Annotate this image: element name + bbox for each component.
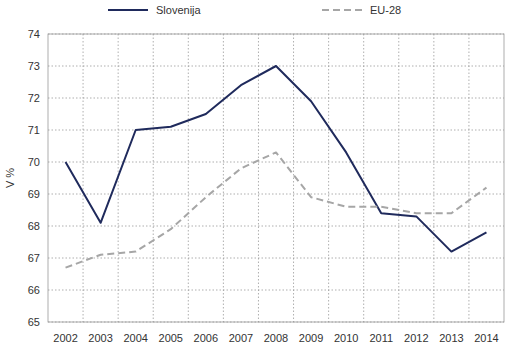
x-tick-label: 2004	[123, 332, 147, 344]
x-tick-label: 2014	[474, 332, 498, 344]
y-tick-label: 68	[28, 220, 40, 232]
legend-label: Slovenija	[156, 4, 202, 16]
x-tick-label: 2002	[53, 332, 77, 344]
x-tick-label: 2009	[299, 332, 323, 344]
grid-line	[48, 130, 504, 131]
legend-label: EU-28	[370, 4, 401, 16]
x-tick-label: 2013	[439, 332, 463, 344]
y-tick-label: 74	[28, 28, 40, 40]
grid-line-vertical	[83, 34, 84, 322]
grid-line-vertical	[188, 34, 189, 322]
legend-swatch	[108, 9, 148, 11]
y-tick-label: 73	[28, 60, 40, 72]
legend-swatch	[322, 9, 362, 11]
plot-frame	[48, 34, 504, 322]
y-tick-label: 69	[28, 188, 40, 200]
x-tick-label: 2010	[334, 332, 358, 344]
x-tick-label: 2003	[88, 332, 112, 344]
grid-line	[48, 226, 504, 227]
y-tick-label: 67	[28, 252, 40, 264]
x-tick-label: 2008	[264, 332, 288, 344]
series-line	[66, 66, 487, 252]
grid-line-vertical	[328, 34, 329, 322]
grid-line-vertical	[433, 34, 434, 322]
grid-line	[48, 98, 504, 99]
x-tick-label: 2006	[194, 332, 218, 344]
grid-line-vertical	[363, 34, 364, 322]
grid-line	[48, 162, 504, 163]
y-axis-label: V %	[4, 168, 16, 188]
y-tick-label: 71	[28, 124, 40, 136]
grid-line	[48, 290, 504, 291]
x-tick-label: 2012	[404, 332, 428, 344]
grid-line-vertical	[468, 34, 469, 322]
y-tick-label: 66	[28, 284, 40, 296]
series-line	[66, 152, 487, 267]
x-tick-label: 2011	[369, 332, 393, 344]
x-tick-label: 2005	[159, 332, 183, 344]
grid-line-vertical	[398, 34, 399, 322]
grid-line-vertical	[223, 34, 224, 322]
grid-line	[48, 194, 504, 195]
grid-line-vertical	[293, 34, 294, 322]
grid-line-vertical	[258, 34, 259, 322]
grid-line-vertical	[153, 34, 154, 322]
x-tick-label: 2007	[229, 332, 253, 344]
y-tick-label: 72	[28, 92, 40, 104]
y-tick-label: 70	[28, 156, 40, 168]
chart: 65 66 67 68 69 70 71 72 73 74 2002 2003 2004 2005 2006…	[0, 0, 508, 355]
grid-line	[48, 258, 504, 259]
series-group	[66, 66, 487, 268]
y-tick-label: 65	[28, 316, 40, 328]
